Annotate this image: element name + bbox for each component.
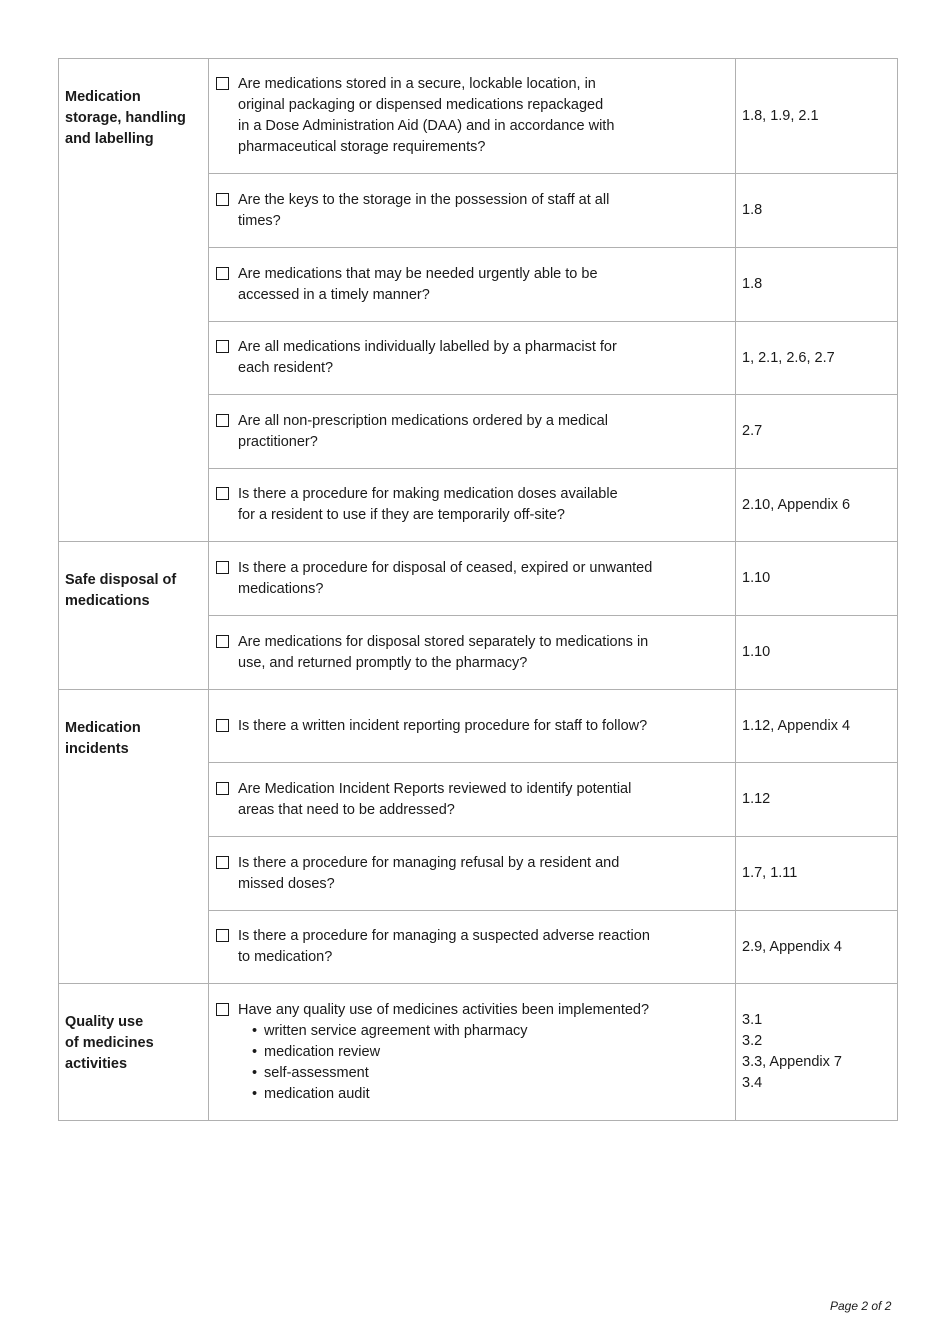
reference-cell: 1.10 <box>735 541 898 616</box>
reference-cell: 1.12 <box>735 762 898 837</box>
bullet-item: written service agreement with pharmacy <box>256 1021 649 1042</box>
checkbox[interactable] <box>216 487 229 500</box>
table-row: Is there a procedure for managing a susp… <box>59 910 898 984</box>
reference-cell: 1.8 <box>735 173 898 248</box>
table-row: Are the keys to the storage in the posse… <box>59 173 898 248</box>
question-text: Have any quality use of medicines activi… <box>238 1001 650 1018</box>
table-row: Are all medications individually labelle… <box>59 321 898 395</box>
checkbox[interactable] <box>216 855 229 869</box>
question-text: Is there a procedure for making medicati… <box>238 486 618 523</box>
table-row: Are all non-prescription medications ord… <box>59 394 898 469</box>
question-cell: Are the keys to the storage in the posse… <box>208 173 736 248</box>
checkbox[interactable] <box>216 929 229 942</box>
question-text: Are all medications individually labelle… <box>238 339 617 376</box>
reference-cell: 2.9, Appendix 4 <box>735 910 898 984</box>
question-text: Are Medication Incident Reports reviewed… <box>238 780 632 818</box>
checklist-table: Medication storage, handling and labelli… <box>58 58 898 1121</box>
question-text: Is there a procedure for disposal of cea… <box>238 559 653 597</box>
checkbox[interactable] <box>216 1002 229 1016</box>
question-text: Is there a procedure for managing refusa… <box>238 854 620 892</box>
reference-cell: 1.7, 1.11 <box>735 836 898 911</box>
bullet-list: written service agreement with pharmacym… <box>238 1021 649 1105</box>
question-cell: Is there a procedure for managing a susp… <box>208 910 736 984</box>
table-row: Is there a procedure for making medicati… <box>59 468 898 542</box>
checkbox[interactable] <box>216 192 229 206</box>
table-row: Are medications for disposal stored sepa… <box>59 615 898 690</box>
table-row: Quality use of medicines activities Have … <box>58 983 898 1121</box>
question-text: Are all non-prescription medications ord… <box>238 412 608 450</box>
bullet-item: medication review <box>256 1042 649 1063</box>
table-row: Are Medication Incident Reports reviewed… <box>59 762 898 837</box>
section-label: Safe disposal of medications <box>65 572 177 609</box>
reference-cell: 3.1 3.2 3.3, Appendix 7 3.4 <box>735 983 898 1121</box>
question-cell: Are all medications individually labelle… <box>208 321 736 395</box>
checkbox[interactable] <box>216 266 229 280</box>
question-text: Is there a procedure for managing a susp… <box>238 928 650 965</box>
section-cell: Medication storage, handling and labelli… <box>58 58 209 542</box>
question-cell: Is there a procedure for making medicati… <box>208 468 736 542</box>
checkbox[interactable] <box>216 718 229 732</box>
question-cell: Are Medication Incident Reports reviewed… <box>208 762 736 837</box>
reference-cell: 2.10, Appendix 6 <box>735 468 898 542</box>
question-text: Is there a written incident reporting pr… <box>238 717 648 734</box>
question-cell: Are all non-prescription medications ord… <box>208 394 736 469</box>
table-row: Are medications that may be needed urgen… <box>59 247 898 322</box>
checkbox[interactable] <box>216 781 229 795</box>
checkbox[interactable] <box>216 77 229 90</box>
page-number: Page 2 of 2 <box>830 1299 892 1313</box>
table-row: Medication incidents Is there a written i… <box>58 689 898 984</box>
question-cell: Are medications stored in a secure, lock… <box>208 58 736 174</box>
question-text: Are the keys to the storage in the posse… <box>238 191 610 229</box>
section-cell: Medication incidents <box>58 689 209 984</box>
reference-cell: 1, 2.1, 2.6, 2.7 <box>735 321 898 395</box>
section-label: Quality use of medicines activities <box>65 1014 154 1072</box>
question-cell: Have any quality use of medicines activi… <box>208 983 736 1121</box>
reference-cell: 1.10 <box>735 615 898 690</box>
bullet-item: medication audit <box>256 1084 649 1105</box>
question-cell: Is there a written incident reporting pr… <box>208 689 736 763</box>
table-row: Is there a procedure for managing refusa… <box>59 836 898 911</box>
bullet-item: self-assessment <box>256 1063 649 1084</box>
section-label: Medication incidents <box>65 720 141 757</box>
section-cell: Safe disposal of medications <box>58 541 209 690</box>
reference-cell: 2.7 <box>735 394 898 469</box>
reference-cell: 1.12, Appendix 4 <box>735 689 898 763</box>
checkbox[interactable] <box>216 413 229 427</box>
question-text: Are medications that may be needed urgen… <box>238 265 598 303</box>
checkbox[interactable] <box>216 634 229 648</box>
table-row: Safe disposal of medications Is there a p… <box>58 541 898 690</box>
question-text: Are medications stored in a secure, lock… <box>238 76 615 155</box>
reference-cell: 1.8 <box>735 247 898 322</box>
question-text: Are medications for disposal stored sepa… <box>238 633 649 671</box>
question-cell: Are medications that may be needed urgen… <box>208 247 736 322</box>
question-cell: Is there a procedure for disposal of cea… <box>208 541 736 616</box>
checkbox[interactable] <box>216 340 229 353</box>
section-cell: Quality use of medicines activities <box>58 983 209 1121</box>
reference-cell: 1.8, 1.9, 2.1 <box>735 58 898 174</box>
question-cell: Is there a procedure for managing refusa… <box>208 836 736 911</box>
question-cell: Are medications for disposal stored sepa… <box>208 615 736 690</box>
section-label: Medication storage, handling and labelli… <box>65 89 186 147</box>
table-row: Medication storage, handling and labelli… <box>58 58 898 542</box>
checkbox[interactable] <box>216 560 229 574</box>
